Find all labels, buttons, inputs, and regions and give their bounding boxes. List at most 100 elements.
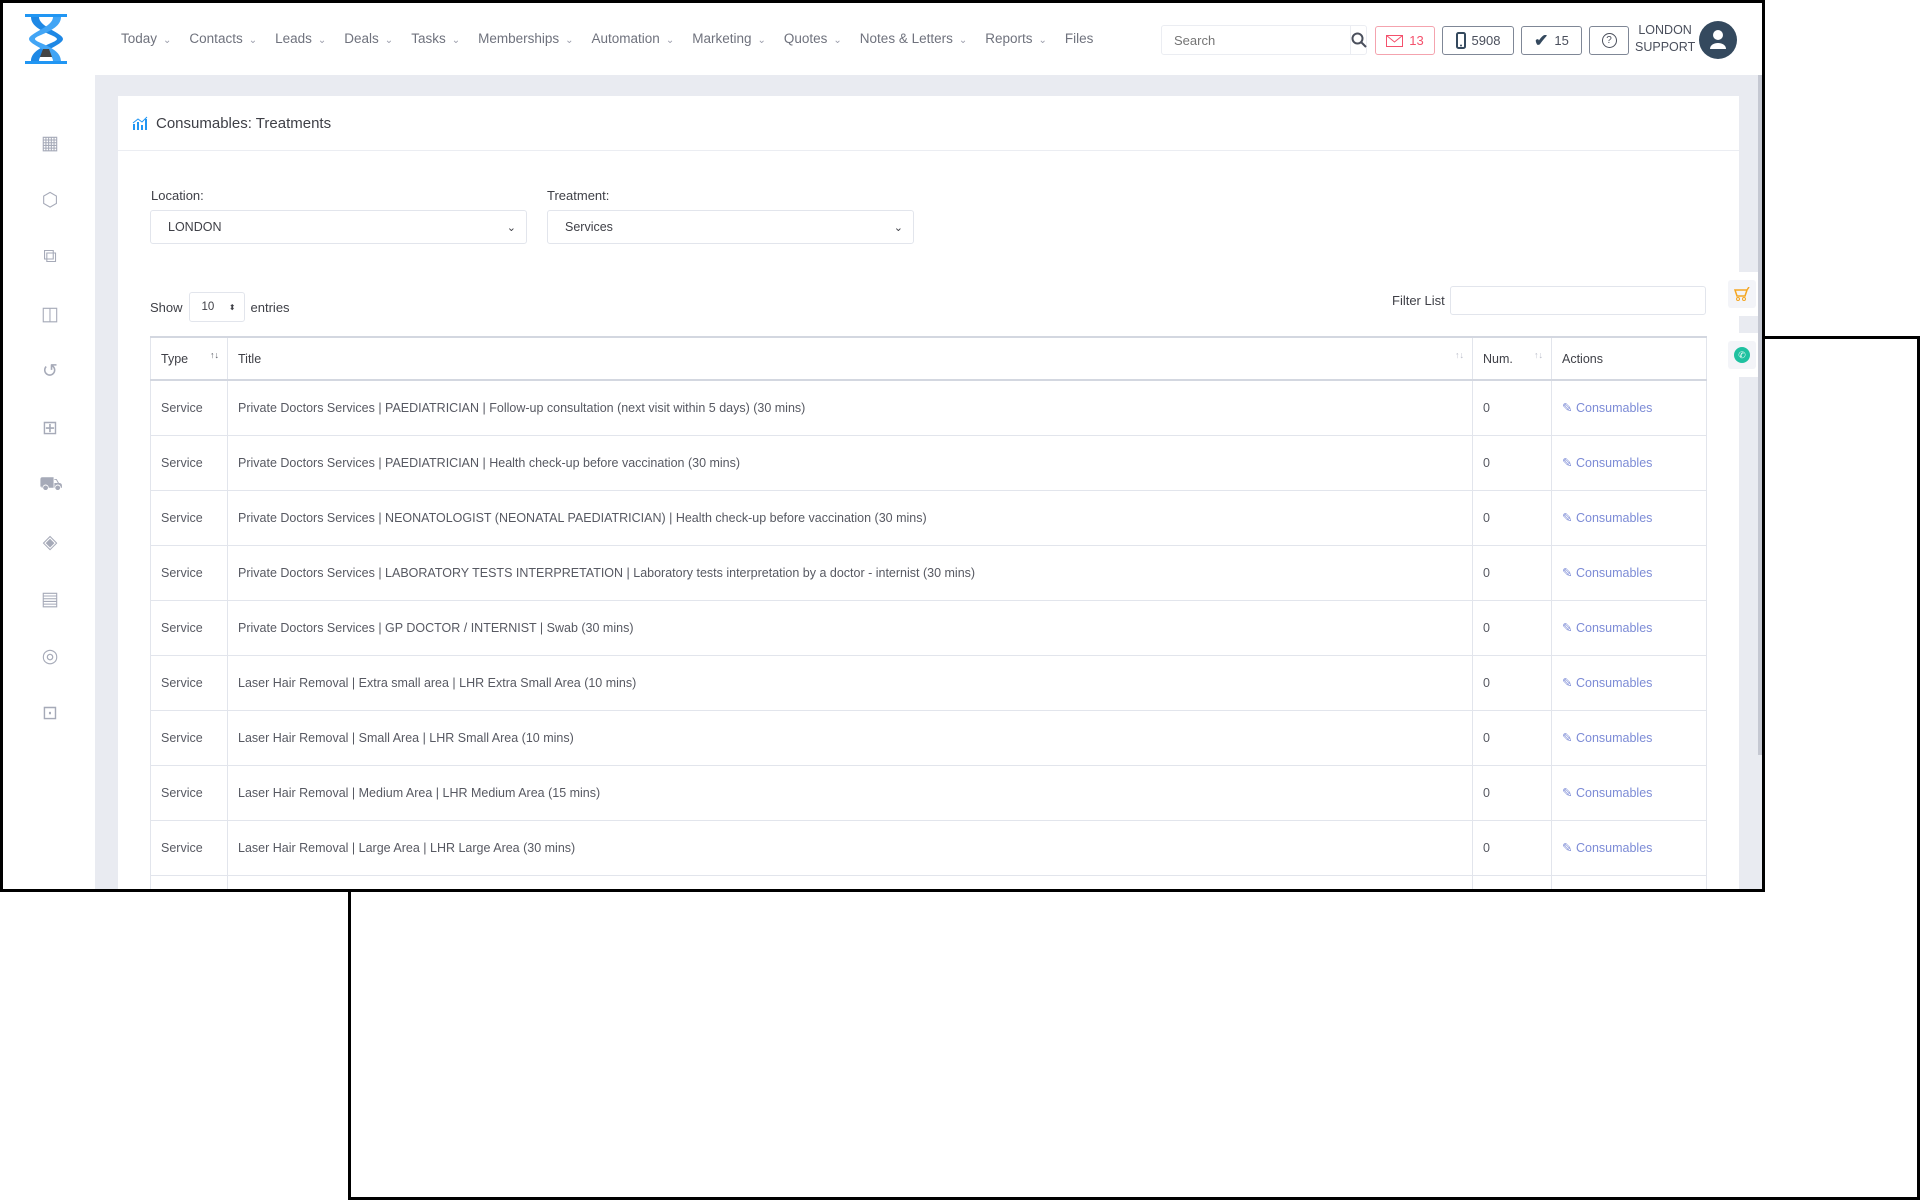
col-title-label: Title <box>238 351 262 366</box>
hourglass-logo-icon[interactable] <box>23 13 71 65</box>
show-label: Show <box>150 299 183 315</box>
consumables-link[interactable]: ✎ Consumables <box>1562 401 1652 415</box>
report-icon[interactable]: ▤ <box>41 589 59 610</box>
cell-type: Service <box>150 599 228 656</box>
cell-type: Service <box>150 709 228 766</box>
table-row: Service Laser Hair Removal | Medium Area … <box>150 764 1707 821</box>
nav-item-marketing[interactable]: Marketing ⌄ <box>692 31 766 46</box>
cart-icon[interactable]: ⛟ <box>39 474 63 495</box>
user-line1: LONDON <box>1638 23 1692 37</box>
gift-icon[interactable]: ⊞ <box>42 418 58 439</box>
nav-label: Marketing <box>692 31 752 46</box>
avatar[interactable] <box>1699 21 1737 59</box>
nav-item-tasks[interactable]: Tasks ⌄ <box>411 31 460 46</box>
consumables-link-label: Consumables <box>1575 621 1653 635</box>
mail-count: 13 <box>1409 33 1424 48</box>
cell-num: 0 <box>1472 489 1552 546</box>
chevron-down-icon: ⌄ <box>451 35 461 46</box>
edit-icon: ✎ <box>1562 841 1573 855</box>
chevron-down-icon: ⌄ <box>248 35 258 46</box>
consumables-link[interactable]: ✎ Consumables <box>1562 621 1652 635</box>
table-row: Service Private Doctors Services | PAEDIA… <box>150 434 1707 491</box>
top-header: Today ⌄ Contacts ⌄ Leads ⌄ Deals ⌄ Tasks ⌄ Members… <box>3 3 1762 75</box>
search-button[interactable] <box>1350 26 1367 54</box>
consumables-link[interactable]: ✎ Consumables <box>1562 731 1652 745</box>
cell-num: 0 <box>1472 434 1552 491</box>
cart-float-button[interactable] <box>1722 272 1762 316</box>
check-icon: ✔ <box>1534 30 1549 50</box>
box-icon[interactable]: ⬡ <box>41 190 59 211</box>
cell-num: 0 <box>1472 819 1552 876</box>
filter-input[interactable] <box>1450 286 1706 315</box>
user-name[interactable]: LONDON SUPPORT <box>1635 22 1695 56</box>
chevron-down-icon: ⌄ <box>1038 35 1047 46</box>
consumables-link[interactable]: ✎ Consumables <box>1562 676 1652 690</box>
user-cycle-icon[interactable]: ◎ <box>41 646 59 667</box>
cell-title: Laser Hair Removal | Small Area | LHR Sm… <box>227 709 1473 766</box>
consumables-link-label: Consumables <box>1575 401 1653 416</box>
cell-actions: ✎ Consumables <box>1551 654 1707 711</box>
nav-item-notes-letters[interactable]: Notes & Letters ⌄ <box>860 31 967 46</box>
cell-num: 0 <box>1472 654 1552 711</box>
nav-item-reports[interactable]: Reports ⌄ <box>985 31 1047 46</box>
app-window: Today ⌄ Contacts ⌄ Leads ⌄ Deals ⌄ Tasks ⌄ Members… <box>0 0 1765 892</box>
col-title[interactable]: Title ↑↓ <box>227 336 1473 381</box>
user-line2: SUPPORT <box>1635 40 1696 54</box>
consumables-link[interactable]: ✎ Consumables <box>1562 511 1652 525</box>
cart-icon <box>1734 286 1750 301</box>
location-select[interactable]: LONDON ⌄ <box>150 210 527 244</box>
updown-icon: ⬍ <box>228 302 236 312</box>
treatment-select[interactable]: Services ⌄ <box>547 210 914 244</box>
mail-button[interactable]: 13 <box>1375 26 1435 55</box>
phone-button[interactable]: 5908 <box>1442 26 1514 55</box>
consumables-link-label: Consumables <box>1575 566 1653 580</box>
treatment-label: Treatment: <box>547 188 610 203</box>
col-num[interactable]: Num. ↑↓ <box>1472 336 1552 381</box>
scrollbar[interactable] <box>1758 75 1762 755</box>
nav-item-files[interactable]: Files <box>1064 31 1094 46</box>
consumables-link[interactable]: ✎ Consumables <box>1562 456 1652 470</box>
bag-icon[interactable]: ◫ <box>41 304 59 325</box>
nav-label: Leads <box>275 31 312 46</box>
chevron-down-icon: ⌄ <box>163 35 172 46</box>
nav-item-memberships[interactable]: Memberships ⌄ <box>478 31 573 46</box>
nav-item-automation[interactable]: Automation ⌄ <box>592 31 675 46</box>
consumables-link[interactable]: ✎ Consumables <box>1562 566 1652 580</box>
table-row-partial <box>150 874 1707 889</box>
nav-label: Deals <box>344 31 379 46</box>
content-area: Consumables: Treatments Location: LONDON… <box>95 75 1762 889</box>
history-icon[interactable]: ↺ <box>42 361 58 382</box>
nav-item-contacts[interactable]: Contacts ⌄ <box>189 31 257 46</box>
nav-item-quotes[interactable]: Quotes ⌄ <box>784 31 842 46</box>
nav-item-leads[interactable]: Leads ⌄ <box>275 31 326 46</box>
tag-icon[interactable]: ◈ <box>42 532 58 553</box>
edit-icon: ✎ <box>1562 676 1573 690</box>
copy-icon[interactable]: ⧉ <box>43 246 57 267</box>
cell-title: Private Doctors Services | GP DOCTOR / I… <box>227 599 1473 656</box>
cell-actions: ✎ Consumables <box>1551 544 1707 601</box>
search-input[interactable] <box>1162 26 1350 54</box>
calendar-icon[interactable]: ▦ <box>41 133 59 154</box>
help-button[interactable]: ? <box>1589 26 1629 55</box>
lock-icon[interactable]: ⊡ <box>42 703 58 724</box>
filter-label: Filter List <box>1392 293 1445 308</box>
nav-item-today[interactable]: Today ⌄ <box>121 31 171 46</box>
edit-icon: ✎ <box>1562 511 1573 525</box>
entries-select[interactable]: 10 ⬍ <box>188 292 245 322</box>
card-header: Consumables: Treatments <box>118 96 1739 151</box>
help-icon: ? <box>1601 33 1617 48</box>
mail-icon <box>1386 34 1404 47</box>
chevron-down-icon: ⌄ <box>757 35 766 46</box>
nav-item-deals[interactable]: Deals ⌄ <box>344 31 393 46</box>
cell-type: Service <box>150 819 228 876</box>
whatsapp-float-button[interactable]: ✆ <box>1722 333 1762 377</box>
col-type[interactable]: Type ↑↓ <box>150 336 228 381</box>
table-row: Service Private Doctors Services | PAEDIA… <box>150 379 1707 436</box>
cell-title: Laser Hair Removal | Extra small area | … <box>227 654 1473 711</box>
sort-icon: ↑↓ <box>1455 350 1464 360</box>
tasks-button[interactable]: ✔ 15 <box>1521 26 1582 55</box>
chevron-down-icon: ⌄ <box>893 221 903 234</box>
consumables-link[interactable]: ✎ Consumables <box>1562 841 1652 855</box>
cell-actions: ✎ Consumables <box>1551 819 1707 876</box>
consumables-link[interactable]: ✎ Consumables <box>1562 786 1652 800</box>
